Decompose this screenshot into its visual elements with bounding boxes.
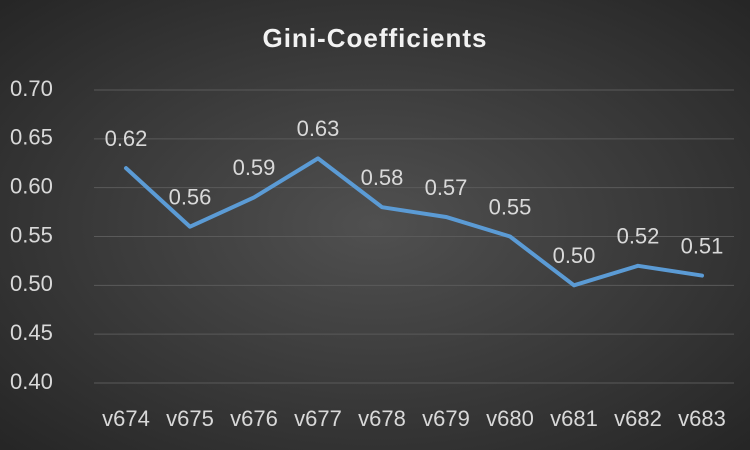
data-label: 0.55 <box>489 194 532 219</box>
x-tick-label: v674 <box>102 406 150 431</box>
x-tick-label: v679 <box>422 406 470 431</box>
data-label: 0.52 <box>617 224 660 249</box>
x-tick-label: v677 <box>294 406 342 431</box>
y-tick-label: 0.60 <box>10 173 53 198</box>
data-label: 0.62 <box>105 126 148 151</box>
y-tick-label: 0.50 <box>10 271 53 296</box>
x-tick-label: v675 <box>166 406 214 431</box>
y-tick-label: 0.40 <box>10 369 53 394</box>
data-label: 0.58 <box>361 165 404 190</box>
x-tick-label: v680 <box>486 406 534 431</box>
x-tick-label: v676 <box>230 406 278 431</box>
data-label: 0.57 <box>425 175 468 200</box>
y-tick-label: 0.45 <box>10 320 53 345</box>
x-tick-label: v678 <box>358 406 406 431</box>
chart-title: Gini-Coefficients <box>262 23 487 53</box>
data-label: 0.63 <box>297 116 340 141</box>
y-tick-label: 0.65 <box>10 125 53 150</box>
data-label: 0.56 <box>169 185 212 210</box>
data-label: 0.51 <box>681 233 724 258</box>
data-label: 0.59 <box>233 155 276 180</box>
y-tick-label: 0.70 <box>10 76 53 101</box>
data-label: 0.50 <box>553 243 596 268</box>
data-line <box>124 156 704 288</box>
x-tick-label: v681 <box>550 406 598 431</box>
x-tick-label: v683 <box>678 406 726 431</box>
y-tick-label: 0.55 <box>10 222 53 247</box>
x-tick-label: v682 <box>614 406 662 431</box>
